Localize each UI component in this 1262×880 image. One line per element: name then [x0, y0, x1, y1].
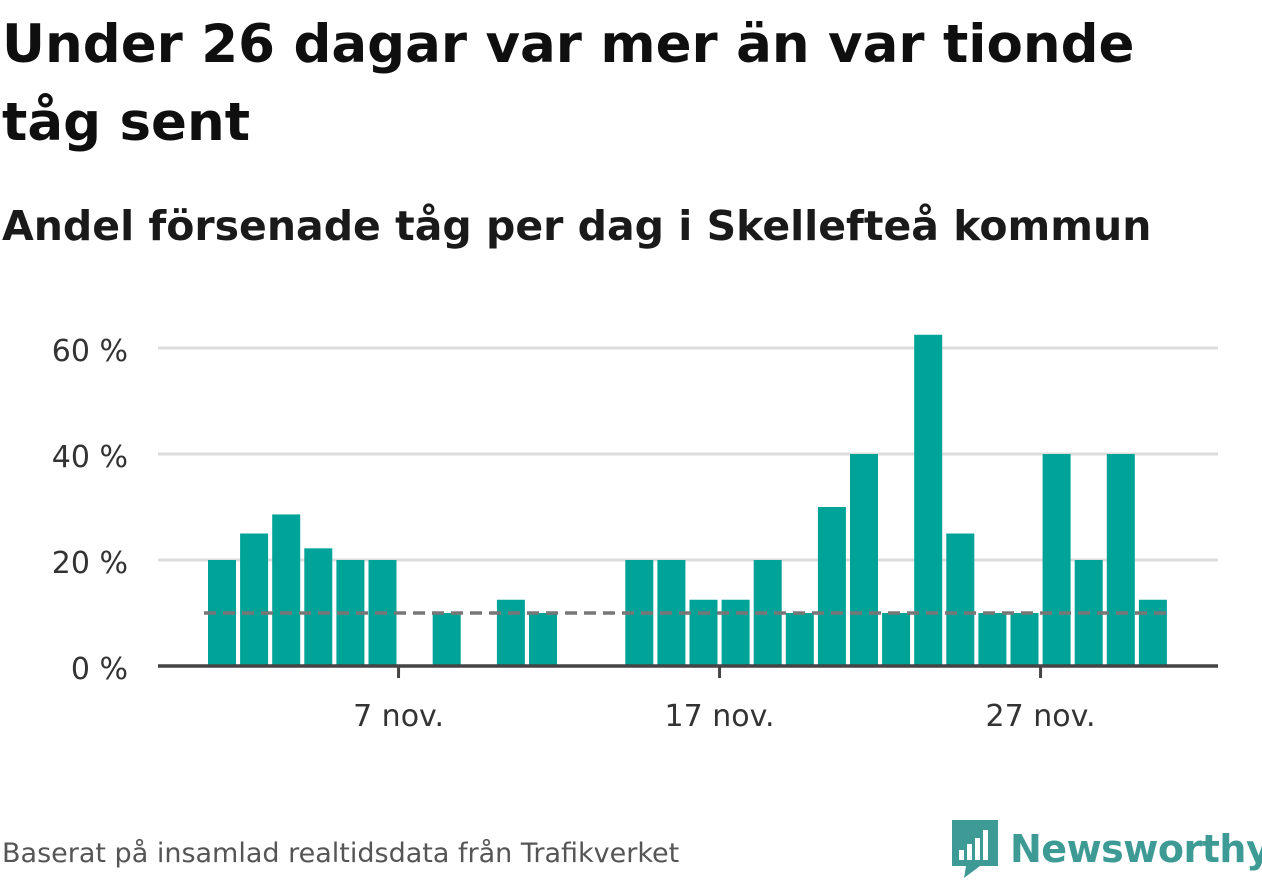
axes: 0 % 20 % 40 % 60 % 7 nov. 17 nov. 27 nov. — [52, 334, 1218, 730]
bar — [721, 599, 750, 666]
bar-chart: 0 % 20 % 40 % 60 % 7 nov. 17 nov. 27 nov. — [52, 334, 1218, 730]
newsworthy-logo-icon — [952, 820, 998, 878]
bars — [208, 334, 1167, 666]
bar — [432, 613, 461, 666]
y-tick-label: 60 % — [52, 334, 128, 369]
bar — [1106, 454, 1135, 666]
brand-logo: Newsworthy — [950, 818, 1262, 880]
y-tick-label: 0 % — [71, 652, 128, 687]
bar — [914, 334, 943, 666]
source-note: Baserat på insamlad realtidsdata från Tr… — [2, 838, 680, 869]
chart-subtitle: Andel försenade tåg per dag i Skellefteå… — [2, 202, 1152, 250]
x-tick-label: 7 nov. — [353, 699, 444, 730]
bar — [1042, 454, 1071, 666]
brand-name: Newsworthy — [1010, 827, 1262, 871]
x-tick-label: 17 nov. — [665, 699, 775, 730]
bar — [1010, 613, 1039, 666]
bar — [240, 533, 269, 666]
bar — [496, 599, 525, 666]
bar — [304, 548, 333, 666]
bar — [1138, 599, 1167, 666]
y-tick-label: 20 % — [52, 546, 128, 581]
bar — [785, 613, 814, 666]
bar — [689, 599, 718, 666]
bar — [882, 613, 911, 666]
y-tick-label: 40 % — [52, 440, 128, 475]
bar — [272, 514, 301, 666]
x-tick-label: 27 nov. — [986, 699, 1096, 730]
bar — [850, 454, 878, 666]
bar — [817, 507, 846, 666]
bar — [946, 533, 975, 666]
bar — [978, 613, 1007, 666]
bar — [529, 613, 557, 666]
gridlines — [158, 346, 1218, 562]
chart-title: Under 26 dagar var mer än var tionde tåg… — [2, 14, 1135, 153]
